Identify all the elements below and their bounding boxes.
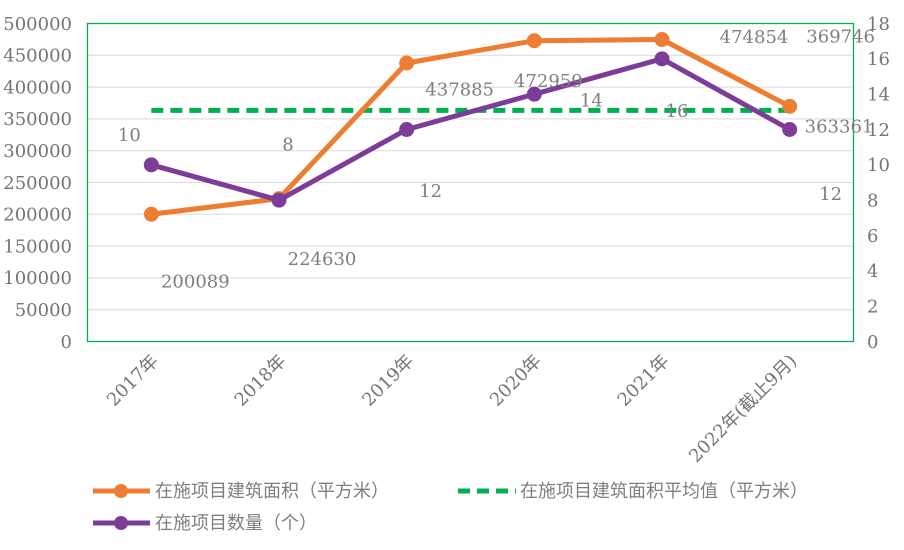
left-axis-tick-label: 100000 [3,268,72,289]
right-axis-tick-label: 4 [867,261,878,282]
data-label-count: 12 [819,184,842,205]
average-value-label: 363361 [805,116,874,137]
left-axis-tick-label: 200000 [3,205,72,226]
data-point-marker-area [526,33,542,49]
data-point-marker-count [271,192,287,208]
x-axis-category-label: 2017年 [103,351,163,411]
right-axis-tick-label: 12 [867,120,890,141]
left-axis-tick-label: 0 [61,332,72,353]
legend-average-label: 在施项目建筑面积平均值（平方米） [520,481,808,502]
data-point-marker-count [654,51,670,67]
right-axis-tick-label: 0 [867,332,878,353]
left-axis-tick-label: 500000 [3,14,72,35]
data-point-marker-count [143,157,159,173]
series-line-count [150,56,791,203]
data-label-count: 12 [419,181,442,202]
data-label-area: 224630 [288,249,357,270]
legend-count-label: 在施项目数量（个） [155,513,317,534]
left-axis-tick-label: 50000 [15,300,72,321]
data-label-area: 474854 [720,27,789,48]
data-label-area: 437885 [425,79,494,100]
left-axis-tick-label: 400000 [3,77,72,98]
right-axis-tick-label: 14 [867,84,890,105]
data-label-area: 369746 [806,27,875,48]
legend: 在施项目建筑面积（平方米） 在施项目建筑面积平均值（平方米） 在施项目数量（个） [93,481,808,534]
legend-count-marker-icon [114,516,128,530]
x-axis-category-label: 2018年 [231,351,291,411]
data-label-count: 8 [282,134,293,155]
data-label-count: 14 [580,90,603,111]
right-axis-tick-label: 10 [867,155,890,176]
data-point-marker-count [399,122,415,137]
data-labels: 200089 224630 437885 472959 474854 369746 10 8 1… [118,27,875,293]
data-point-marker-area [654,31,670,47]
right-axis-tick-label: 2 [867,296,878,317]
series-line-area [151,36,791,217]
x-axis-category-label: 2020年 [486,351,546,411]
data-label-area: 200089 [161,272,230,293]
data-point-marker-area [782,98,798,114]
data-point-marker-count [782,122,798,137]
legend-area-marker-icon [114,484,128,498]
x-axis-category-label: 2021年 [614,351,674,411]
legend-area-label: 在施项目建筑面积（平方米） [155,481,389,502]
right-axis-tick-label: 16 [867,49,890,70]
data-point-marker-count [526,86,542,102]
left-axis-tick-label: 300000 [3,141,72,162]
data-point-marker-area [399,55,415,71]
left-axis-tick-label: 350000 [3,109,72,130]
x-axis-category-label: 2019年 [358,351,418,411]
data-label-count: 10 [118,125,141,146]
data-point-marker-area [143,206,159,222]
data-label-count: 16 [666,101,689,122]
data-label-area: 472959 [514,71,583,92]
right-axis-tick-label: 18 [867,14,890,35]
right-axis-tick-label: 8 [867,190,878,211]
plot-border-rect [86,22,855,343]
left-axis-tick-label: 150000 [3,236,72,257]
right-axis-tick-label: 6 [867,226,878,247]
left-axis-tick-label: 250000 [3,173,72,194]
data-series [143,31,798,222]
left-axis-tick-label: 450000 [3,46,72,67]
x-axis-category-label: 2022年(截止9月) [685,351,801,467]
plot-border [86,22,855,343]
